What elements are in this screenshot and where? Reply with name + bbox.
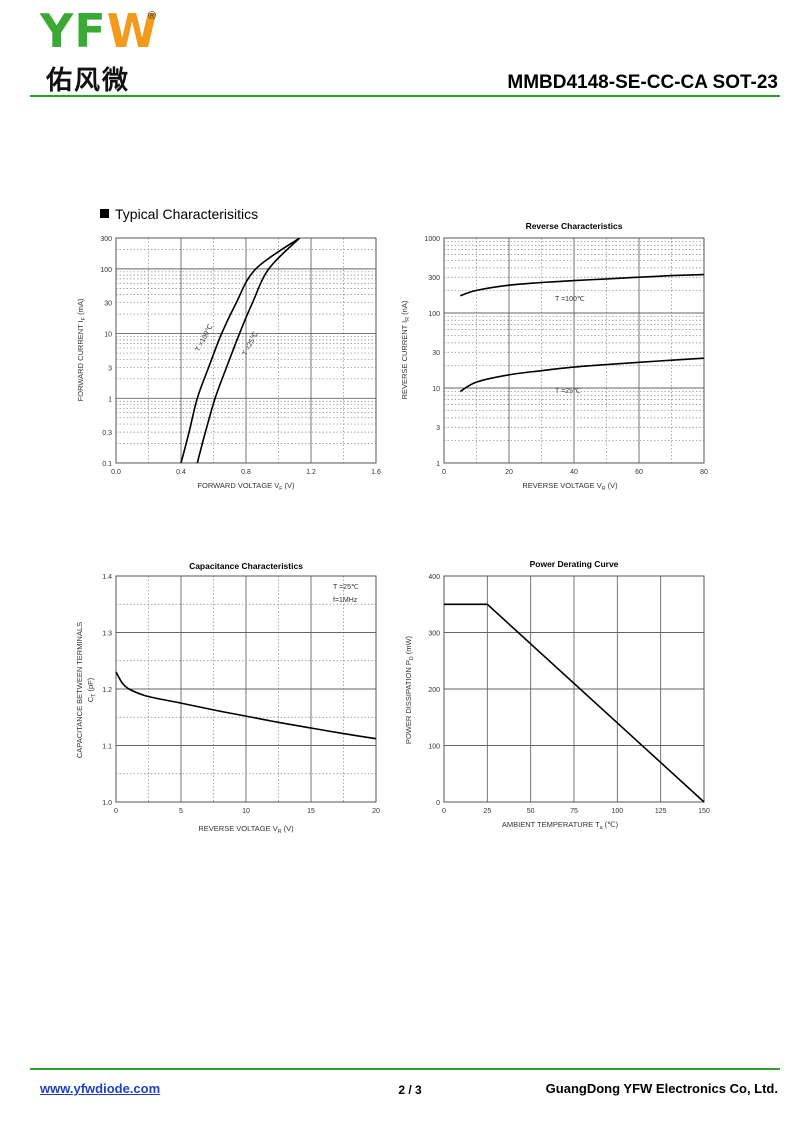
y-tick-label: 1 [436,461,440,468]
x-tick-label: 0.0 [111,469,121,476]
y-axis-label: FORWARD CURRENT IF (mA) [76,298,87,401]
x-tick-label: 60 [635,469,643,476]
y-axis-label: POWER DISSIPATION PD (mW) [404,635,415,744]
y-tick-label: 0.1 [102,461,112,468]
x-tick-label: 0 [442,469,446,476]
y-tick-label: 10 [432,386,440,393]
x-tick-label: 20 [372,808,380,815]
series-line-0 [444,603,705,803]
annotation-temperature: T =25℃ [333,584,359,591]
logo-wordmark: YFW [40,4,159,58]
reverse-characteristics-chart: Reverse Characteristics 1 3 10 30 100 300 1000 0… [400,221,708,492]
y-axis-label-units: CT (pF) [86,677,97,702]
series-label-25c: T =25℃ [555,388,581,395]
chart-title: Capacitance Characteristics [189,561,303,571]
x-tick-label: 50 [527,808,535,815]
y-tick-label: 100 [428,744,440,751]
chart-title: Reverse Characteristics [526,221,623,231]
x-tick-label: 15 [307,808,315,815]
x-axis-label: REVERSE VOLTAGE VR (V) [198,824,294,835]
y-tick-label: 200 [428,687,440,694]
capacitance-characteristics-chart: Capacitance Characteristics 1.0 1.1 1.2 1.3 1… [75,561,380,835]
series-line-0 [460,273,705,297]
y-tick-label: 0.3 [102,430,112,437]
x-tick-label: 75 [570,808,578,815]
x-tick-label: 5 [179,808,183,815]
x-tick-label: 0 [114,808,118,815]
x-axis-label: FORWARD VOLTAGE VF (V) [197,481,295,492]
y-tick-label: 400 [428,574,440,581]
header-rule [30,95,780,97]
y-tick-label: 30 [104,301,112,308]
plot-frame [115,237,377,464]
power-derating-chart: Power Derating Curve 0 100 200 300 400 0 25 50 75… [404,559,710,831]
y-tick-label: 1.2 [102,687,112,694]
plot-frame [115,575,377,803]
part-number-title: MMBD4148-SE-CC-CA SOT-23 [507,72,778,93]
y-tick-label: 10 [104,332,112,339]
company-logo: YFW ® 佑风微 [40,4,170,96]
x-tick-label: 0 [442,808,446,815]
series-line-0 [115,671,377,740]
footer-rule [30,1068,780,1070]
series-line-0 [180,238,301,463]
x-tick-label: 10 [242,808,250,815]
y-tick-label: 1.3 [102,631,112,638]
series-label-100c: T =100℃ [555,296,585,303]
y-tick-label: 1.4 [102,574,112,581]
x-tick-label: 25 [483,808,491,815]
x-tick-label: 150 [698,808,710,815]
chart-title: Power Derating Curve [530,559,619,569]
y-tick-label: 1.1 [102,744,112,751]
registered-mark: ® [148,10,157,22]
x-tick-label: 100 [611,808,623,815]
x-tick-label: 80 [700,469,708,476]
x-tick-label: 0.8 [241,469,251,476]
section-title-text: Typical Characterisitics [115,206,259,222]
x-axis-label: REVERSE VOLTAGE VR (V) [522,481,618,492]
forward-characteristics-chart: 0.1 0.3 1 3 10 30 100 300 0.0 0.4 0.8 1.2 1.6 FORWARD… [76,236,381,492]
series-label-100c: T =100℃ [195,323,215,353]
y-tick-label: 100 [100,267,112,274]
x-tick-label: 1.2 [306,469,316,476]
y-tick-label: 3 [108,365,112,372]
y-tick-label: 1000 [424,236,440,243]
plot-frame [443,237,705,464]
y-tick-label: 100 [428,311,440,318]
y-tick-label: 300 [428,275,440,282]
series-line-1 [459,357,705,393]
series-line-1 [196,238,301,463]
y-tick-label: 300 [428,631,440,638]
website-link[interactable]: www.yfwdiode.com [40,1081,161,1096]
y-tick-label: 1 [108,396,112,403]
y-tick-label: 0 [436,800,440,807]
x-tick-label: 0.4 [176,469,186,476]
plot-frame [443,575,705,803]
y-tick-label: 1.0 [102,800,112,807]
section-title: Typical Characterisitics [100,206,258,222]
logo-chinese-name: 佑风微 [46,66,131,96]
x-tick-label: 1.6 [371,469,381,476]
x-tick-label: 125 [655,808,667,815]
company-name: GuangDong YFW Electronics Co, Ltd. [545,1081,778,1096]
page-number: 2 / 3 [398,1083,422,1097]
x-tick-label: 40 [570,469,578,476]
square-bullet-icon [100,209,109,218]
y-axis-label: REVERSE CURRENT IR (nA) [400,300,411,399]
y-tick-label: 30 [432,350,440,357]
y-tick-label: 300 [100,236,112,243]
annotation-frequency: f=1MHz [333,597,358,604]
y-axis-label: CAPACITANCE BETWEEN TERMINALS [75,622,84,758]
y-tick-label: 3 [436,425,440,432]
x-axis-label: AMBIENT TEMPERATURE Ta (℃) [502,820,619,831]
x-tick-label: 20 [505,469,513,476]
